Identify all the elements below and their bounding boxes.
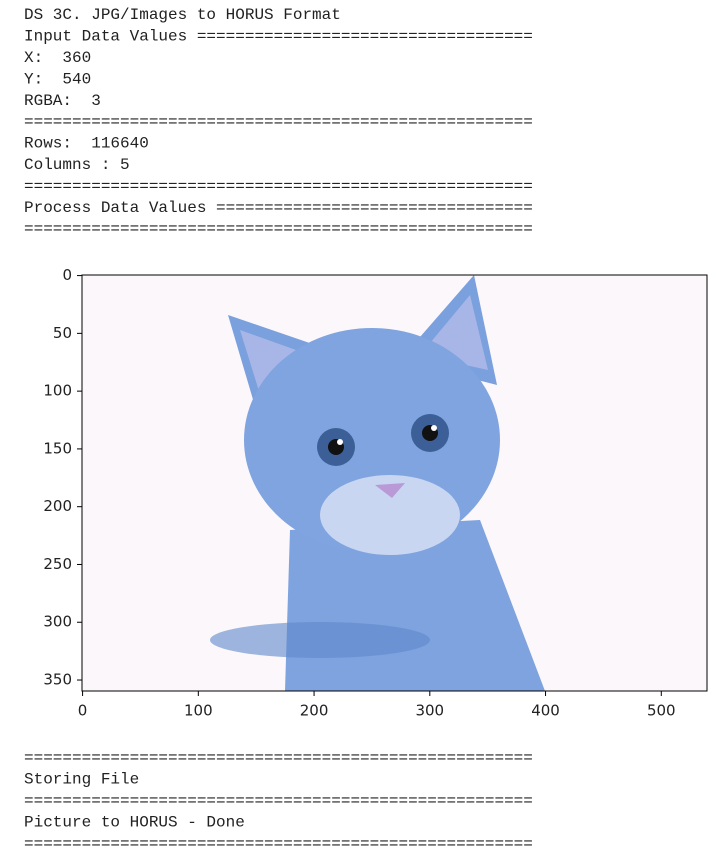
y-tick-label: 300 <box>43 613 72 631</box>
console-line: ========================================… <box>24 835 533 853</box>
console-line: Columns : 5 <box>24 156 130 174</box>
console-line: Picture to HORUS - Done <box>24 814 245 832</box>
console-line: ========================================… <box>24 220 533 238</box>
x-tick-label: 400 <box>531 702 560 720</box>
console-line: ========================================… <box>24 749 533 767</box>
axes-frame <box>81 274 708 692</box>
console-line: ========================================… <box>24 113 533 131</box>
console-line: Process Data Values ====================… <box>24 199 533 217</box>
console-line: RGBA: 3 <box>24 92 101 110</box>
console-line: Rows: 116640 <box>24 135 149 153</box>
y-tick-label: 0 <box>62 266 72 284</box>
y-tick-label: 150 <box>43 439 72 457</box>
console-line: Storing File <box>24 771 139 789</box>
console-line: ========================================… <box>24 177 533 195</box>
x-tick-label: 300 <box>415 702 444 720</box>
x-tick-label: 100 <box>184 702 213 720</box>
console-line: ========================================… <box>24 792 533 810</box>
x-tick-label: 200 <box>300 702 329 720</box>
y-tick-label: 350 <box>43 671 72 689</box>
x-tick-label: 0 <box>78 702 88 720</box>
console-line: DS 3C. JPG/Images to HORUS Format <box>24 6 341 24</box>
console-line: Y: 540 <box>24 70 91 88</box>
cat-image <box>82 275 707 691</box>
x-tick-label: 500 <box>647 702 676 720</box>
y-tick-label: 200 <box>43 497 72 515</box>
console-line: Input Data Values ======================… <box>24 28 533 46</box>
console-line: X: 360 <box>24 49 91 67</box>
y-tick-label: 250 <box>43 555 72 573</box>
y-tick-label: 50 <box>53 324 72 342</box>
y-tick-label: 100 <box>43 382 72 400</box>
